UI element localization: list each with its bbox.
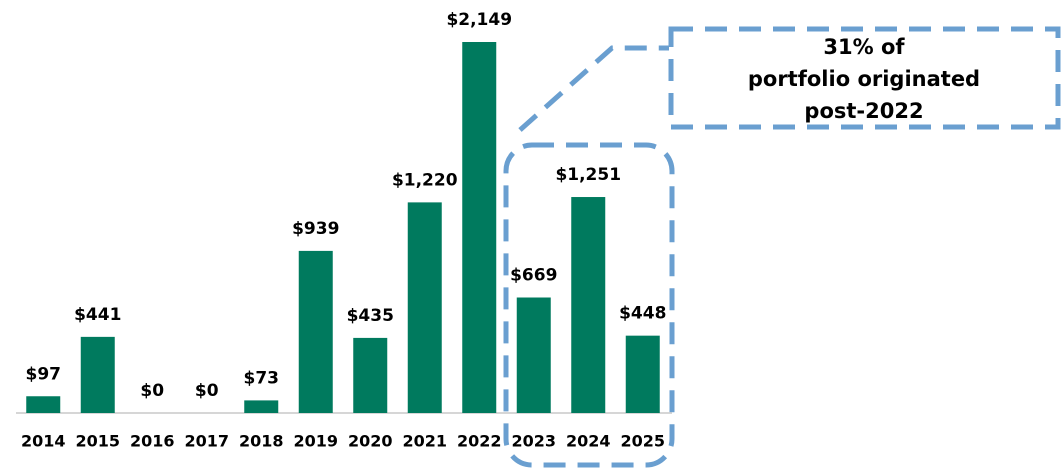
value-label: $1,220	[392, 170, 458, 190]
x-tick-label: 2015	[75, 432, 120, 451]
value-label: $2,149	[446, 10, 512, 30]
x-tick-label: 2021	[402, 432, 447, 451]
x-tick-label: 2019	[293, 432, 338, 451]
x-tick-label: 2023	[511, 432, 556, 451]
bar	[516, 297, 551, 413]
x-tick-label: 2020	[348, 432, 393, 451]
x-tick-label: 2017	[184, 432, 229, 451]
value-label: $939	[292, 219, 339, 239]
annotation-text: post-2022	[804, 99, 923, 123]
bar	[26, 396, 61, 413]
value-label: $97	[26, 364, 62, 384]
value-label: $669	[510, 266, 557, 286]
bar	[462, 42, 497, 413]
x-tick-label: 2025	[620, 432, 665, 451]
value-label: $448	[619, 304, 666, 324]
annotation-text: 31% of	[823, 35, 905, 59]
x-tick-label: 2014	[21, 432, 66, 451]
annotation-connector	[518, 45, 669, 132]
highlight-box	[503, 142, 675, 468]
bar	[625, 335, 660, 413]
bar	[571, 197, 606, 413]
x-tick-label: 2022	[457, 432, 502, 451]
annotation-box	[668, 26, 1061, 130]
bar	[353, 337, 388, 413]
x-tick-label: 2024	[566, 432, 611, 451]
bar	[80, 336, 115, 413]
bar	[244, 400, 279, 413]
value-label: $1,251	[555, 165, 621, 185]
bar	[298, 250, 333, 413]
value-label: $435	[347, 306, 394, 326]
value-label: $0	[140, 381, 164, 401]
value-label: $0	[195, 381, 219, 401]
value-label: $73	[244, 368, 280, 388]
value-label: $441	[74, 305, 121, 325]
bar	[407, 202, 442, 413]
x-tick-label: 2018	[239, 432, 284, 451]
annotation-text: portfolio originated	[748, 67, 980, 91]
x-tick-label: 2016	[130, 432, 175, 451]
